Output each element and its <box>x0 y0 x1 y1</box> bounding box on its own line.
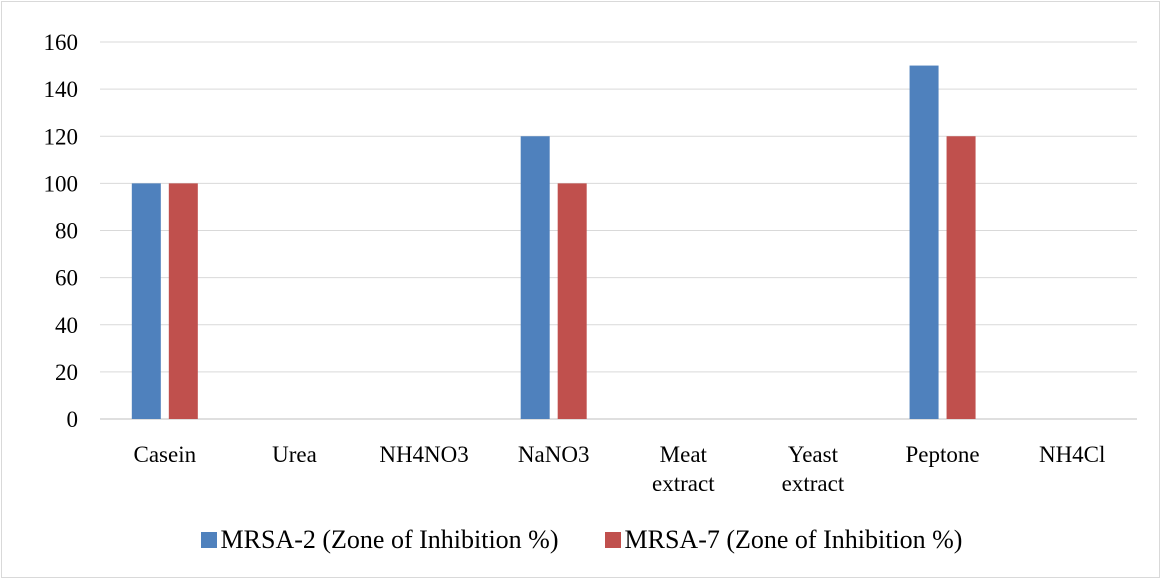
legend: MRSA-2 (Zone of Inhibition %) MRSA-7 (Zo… <box>0 520 1163 560</box>
legend-swatch-mrsa-7 <box>604 532 621 548</box>
bar-mrsa-7-nano3 <box>557 183 587 419</box>
legend-label-mrsa-2: MRSA-2 (Zone of Inhibition %) <box>220 525 559 554</box>
x-tick-label: Meat extract <box>652 442 715 496</box>
y-tick-label: 140 <box>44 77 79 102</box>
x-tick-label: Urea <box>272 442 317 467</box>
bar-mrsa-7-casein <box>168 183 198 419</box>
x-tick-label: NH4Cl <box>1039 442 1105 467</box>
bar-mrsa-2-peptone <box>909 65 939 419</box>
y-tick-label: 40 <box>55 313 78 338</box>
y-tick-label: 120 <box>44 124 79 149</box>
gridlines <box>100 41 1137 420</box>
x-tick-label: Yeast extract <box>782 442 845 496</box>
bar-chart: 0 20 40 60 80 100 120 140 160 Casein Urea NH4NO3 Na… <box>44 30 1137 496</box>
bars <box>131 65 976 419</box>
y-tick-label: 80 <box>55 219 78 244</box>
bar-mrsa-2-casein <box>131 183 161 419</box>
x-axis-labels: Casein Urea NH4NO3 NaNO3 Meat extract Yeast ext… <box>134 442 1106 496</box>
bar-mrsa-2-nano3 <box>520 136 550 419</box>
y-tick-label: 100 <box>44 171 79 196</box>
x-tick-label: NH4NO3 <box>379 442 468 467</box>
bar-mrsa-7-peptone <box>946 136 976 419</box>
x-tick-label: Casein <box>134 442 197 467</box>
x-tick-label: NaNO3 <box>518 442 590 467</box>
legend-item-mrsa-7: MRSA-7 (Zone of Inhibition %) <box>604 525 963 555</box>
y-tick-label: 20 <box>55 360 78 385</box>
y-tick-label: 0 <box>67 407 79 432</box>
legend-item-mrsa-2: MRSA-2 (Zone of Inhibition %) <box>200 525 559 555</box>
y-axis-ticks: 0 20 40 60 80 100 120 140 160 <box>44 30 79 432</box>
y-tick-label: 60 <box>55 266 78 291</box>
y-tick-label: 160 <box>44 30 79 55</box>
legend-label-mrsa-7: MRSA-7 (Zone of Inhibition %) <box>624 525 963 554</box>
legend-swatch-mrsa-2 <box>200 532 217 548</box>
x-tick-label: Peptone <box>906 442 980 467</box>
